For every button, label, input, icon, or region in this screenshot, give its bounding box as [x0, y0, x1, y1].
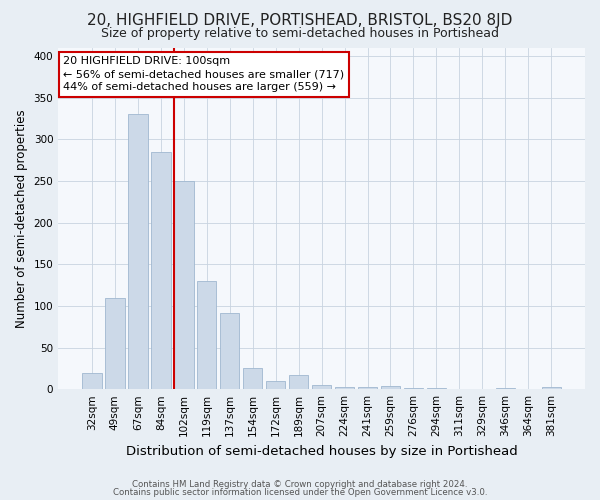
Bar: [496, 388, 515, 389]
Bar: [151, 152, 170, 389]
Bar: [542, 386, 561, 389]
Text: Contains HM Land Registry data © Crown copyright and database right 2024.: Contains HM Land Registry data © Crown c…: [132, 480, 468, 489]
Bar: [312, 385, 331, 389]
X-axis label: Distribution of semi-detached houses by size in Portishead: Distribution of semi-detached houses by …: [126, 444, 517, 458]
Bar: [266, 381, 286, 389]
Bar: [404, 388, 423, 389]
Bar: [289, 375, 308, 389]
Bar: [105, 298, 125, 389]
Text: Size of property relative to semi-detached houses in Portishead: Size of property relative to semi-detach…: [101, 28, 499, 40]
Bar: [128, 114, 148, 389]
Y-axis label: Number of semi-detached properties: Number of semi-detached properties: [15, 109, 28, 328]
Bar: [381, 386, 400, 389]
Bar: [197, 281, 217, 389]
Bar: [243, 368, 262, 389]
Bar: [174, 181, 194, 389]
Bar: [220, 312, 239, 389]
Bar: [427, 388, 446, 389]
Text: 20 HIGHFIELD DRIVE: 100sqm
← 56% of semi-detached houses are smaller (717)
44% o: 20 HIGHFIELD DRIVE: 100sqm ← 56% of semi…: [64, 56, 344, 92]
Bar: [82, 372, 101, 389]
Bar: [335, 386, 355, 389]
Text: 20, HIGHFIELD DRIVE, PORTISHEAD, BRISTOL, BS20 8JD: 20, HIGHFIELD DRIVE, PORTISHEAD, BRISTOL…: [88, 12, 512, 28]
Text: Contains public sector information licensed under the Open Government Licence v3: Contains public sector information licen…: [113, 488, 487, 497]
Bar: [358, 386, 377, 389]
